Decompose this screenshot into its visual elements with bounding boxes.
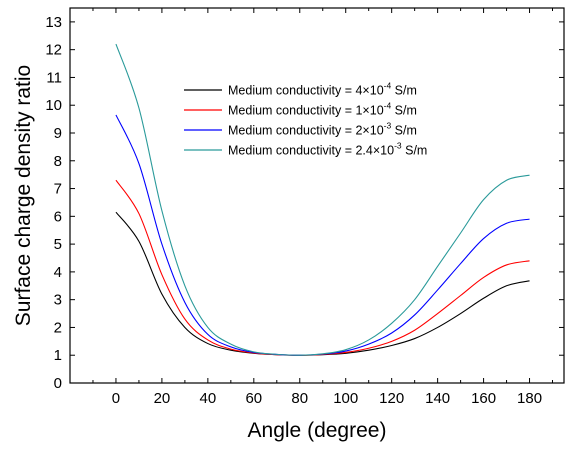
series-layer xyxy=(115,43,530,356)
legend-label-prefix: Medium conductivity = 1×10 xyxy=(228,104,384,118)
y-tick-label: 6 xyxy=(54,208,62,225)
legend-item: Medium conductivity = 4×10-4 S/m xyxy=(184,81,417,98)
x-tick-label: 40 xyxy=(200,390,217,407)
y-tick-label: 13 xyxy=(45,14,62,31)
y-tick-label: 7 xyxy=(54,181,62,198)
legend-label-unit: S/m xyxy=(402,144,428,158)
x-tick-label: 0 xyxy=(112,390,120,407)
series-line-0 xyxy=(115,211,530,356)
x-tick-label: 20 xyxy=(154,390,171,407)
legend-label-exponent: -3 xyxy=(394,141,402,151)
x-tick-label: 60 xyxy=(245,390,262,407)
legend-label-unit: S/m xyxy=(391,124,417,138)
y-tick-label: 5 xyxy=(54,236,62,253)
y-tick-label: 1 xyxy=(54,347,62,364)
x-tick-label: 100 xyxy=(333,390,358,407)
x-axis-title: Angle (degree) xyxy=(248,419,387,442)
y-tick-label: 3 xyxy=(54,292,62,309)
x-tick-label: 120 xyxy=(379,390,404,407)
legend-label: Medium conductivity = 4×10-4 S/m xyxy=(228,81,417,98)
y-axis-title: Surface charge density ratio xyxy=(12,65,35,326)
legend-label: Medium conductivity = 1×10-4 S/m xyxy=(228,101,417,118)
legend-label: Medium conductivity = 2×10-3 S/m xyxy=(228,121,417,138)
x-tick-label: 140 xyxy=(425,390,450,407)
legend-label-exponent: -3 xyxy=(384,121,392,131)
series-line-3 xyxy=(115,43,530,356)
legend-item: Medium conductivity = 2×10-3 S/m xyxy=(184,121,417,138)
y-tick-label: 12 xyxy=(45,42,62,59)
legend-label-unit: S/m xyxy=(391,104,417,118)
legend-item: Medium conductivity = 1×10-4 S/m xyxy=(184,101,417,118)
ticks-layer: 0 20 40 60 80 100 120 140 160 1800123456789101112… xyxy=(45,8,564,407)
legend-label-unit: S/m xyxy=(391,84,417,98)
legend-label-exponent: -4 xyxy=(384,101,392,111)
y-tick-label: 8 xyxy=(54,153,62,170)
y-tick-label: 10 xyxy=(45,97,62,114)
legend-label-prefix: Medium conductivity = 2×10 xyxy=(228,124,384,138)
y-tick-label: 2 xyxy=(54,319,62,336)
legend-label-prefix: Medium conductivity = 2.4×10 xyxy=(228,144,394,158)
legend-label: Medium conductivity = 2.4×10-3 S/m xyxy=(228,141,427,158)
x-tick-label: 180 xyxy=(517,390,542,407)
y-tick-label: 4 xyxy=(54,264,62,281)
y-tick-label: 9 xyxy=(54,125,62,142)
legend-label-exponent: -4 xyxy=(384,81,392,91)
legend-item: Medium conductivity = 2.4×10-3 S/m xyxy=(184,141,427,158)
x-tick-label: 160 xyxy=(471,390,496,407)
y-tick-label: 0 xyxy=(54,375,62,392)
plot-frame xyxy=(69,7,565,384)
y-tick-label: 11 xyxy=(46,69,62,86)
x-tick-label: 80 xyxy=(291,390,308,407)
legend-label-prefix: Medium conductivity = 4×10 xyxy=(228,84,384,98)
